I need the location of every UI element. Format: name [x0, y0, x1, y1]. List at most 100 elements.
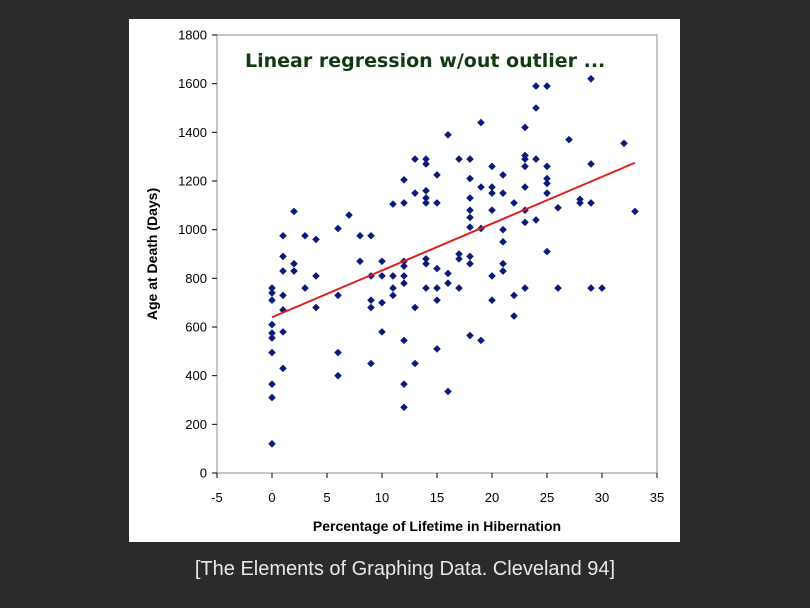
y-tick-label: 200 — [185, 417, 207, 432]
data-point — [334, 348, 342, 357]
data-point — [444, 279, 452, 287]
data-point — [499, 259, 507, 268]
data-point — [389, 284, 397, 292]
y-axis-title: Age at Death (Days) — [144, 188, 160, 320]
y-axis-ticks: 0 200 400 600 800 1000 1200 1400 1600 1800 — [178, 28, 217, 481]
data-point — [400, 279, 408, 287]
data-point — [268, 440, 276, 448]
data-point — [532, 216, 540, 224]
y-tick-label: 1800 — [178, 28, 207, 43]
data-point — [367, 303, 375, 312]
data-point — [268, 296, 276, 305]
data-point — [345, 211, 353, 219]
data-point — [488, 272, 496, 280]
data-point — [422, 160, 430, 168]
data-point — [378, 257, 386, 266]
x-tick-label: 10 — [375, 490, 389, 505]
data-point — [499, 267, 507, 275]
data-point — [433, 199, 441, 207]
data-point — [433, 264, 441, 273]
data-point — [301, 284, 309, 292]
data-point — [411, 155, 419, 163]
data-point — [279, 328, 287, 336]
data-point — [488, 296, 496, 305]
data-point — [543, 179, 551, 188]
data-point — [433, 345, 441, 353]
data-point — [312, 303, 320, 312]
x-tick-label: 5 — [323, 490, 330, 505]
data-point — [356, 257, 364, 266]
data-point — [279, 291, 287, 300]
x-tick-label: 25 — [540, 490, 554, 505]
data-point — [389, 200, 397, 208]
data-point — [543, 174, 551, 183]
x-axis-ticks: -5 0 5 10 15 20 25 30 35 — [211, 473, 664, 505]
x-tick-label: -5 — [211, 490, 223, 505]
data-point — [279, 231, 287, 240]
data-point — [268, 334, 276, 342]
data-point — [422, 186, 430, 195]
y-tick-label: 400 — [185, 368, 207, 383]
scatter-chart: 0 200 400 600 800 1000 1200 1400 1600 1800 -5 0 5 10… — [144, 28, 664, 535]
data-point — [334, 224, 342, 233]
data-point — [411, 303, 419, 312]
data-point — [433, 284, 441, 292]
data-point — [422, 155, 430, 163]
data-point — [279, 267, 287, 275]
data-point — [499, 225, 507, 234]
data-point — [367, 359, 375, 368]
data-point — [488, 183, 496, 191]
data-point — [378, 272, 386, 280]
data-point — [411, 189, 419, 197]
data-point — [499, 171, 507, 179]
data-point — [268, 348, 276, 357]
y-tick-label: 800 — [185, 271, 207, 286]
data-point — [268, 289, 276, 297]
y-tick-label: 600 — [185, 320, 207, 335]
x-tick-label: 30 — [595, 490, 609, 505]
regression-line — [271, 161, 636, 319]
data-point — [422, 259, 430, 268]
data-point — [455, 284, 463, 292]
data-point — [477, 118, 485, 127]
x-tick-label: 15 — [430, 490, 444, 505]
data-point — [488, 189, 496, 197]
data-point — [378, 328, 386, 336]
data-point — [367, 296, 375, 305]
data-point — [400, 175, 408, 184]
y-tick-label: 1600 — [178, 76, 207, 91]
data-point — [422, 284, 430, 292]
data-point — [389, 272, 397, 280]
data-point — [400, 380, 408, 388]
data-point — [466, 174, 474, 183]
data-point — [367, 231, 375, 240]
data-point — [268, 284, 276, 292]
x-tick-label: 0 — [268, 490, 275, 505]
data-point — [466, 223, 474, 232]
data-point — [411, 359, 419, 368]
data-point — [466, 259, 474, 268]
data-point — [400, 262, 408, 270]
data-point — [400, 336, 408, 345]
data-point — [378, 298, 386, 307]
y-tick-label: 1000 — [178, 222, 207, 237]
data-point — [477, 183, 485, 191]
data-point — [334, 371, 342, 380]
data-point — [422, 199, 430, 207]
data-point — [466, 252, 474, 261]
chart-panel: 0 200 400 600 800 1000 1200 1400 1600 1800 -5 0 5 10… — [129, 19, 680, 542]
data-point — [499, 238, 507, 246]
data-point — [400, 403, 408, 412]
data-point — [290, 259, 298, 268]
caption: [The Elements of Graphing Data. Clevelan… — [194, 558, 616, 580]
data-point — [444, 387, 452, 396]
data-point — [312, 235, 320, 244]
data-point — [290, 207, 298, 216]
chart-title: Linear regression w/out outlier ... — [245, 50, 605, 72]
data-point — [400, 272, 408, 280]
data-point — [268, 393, 276, 402]
data-point — [466, 155, 474, 163]
data-point — [400, 199, 408, 207]
data-point — [389, 291, 397, 300]
data-point — [488, 206, 496, 214]
